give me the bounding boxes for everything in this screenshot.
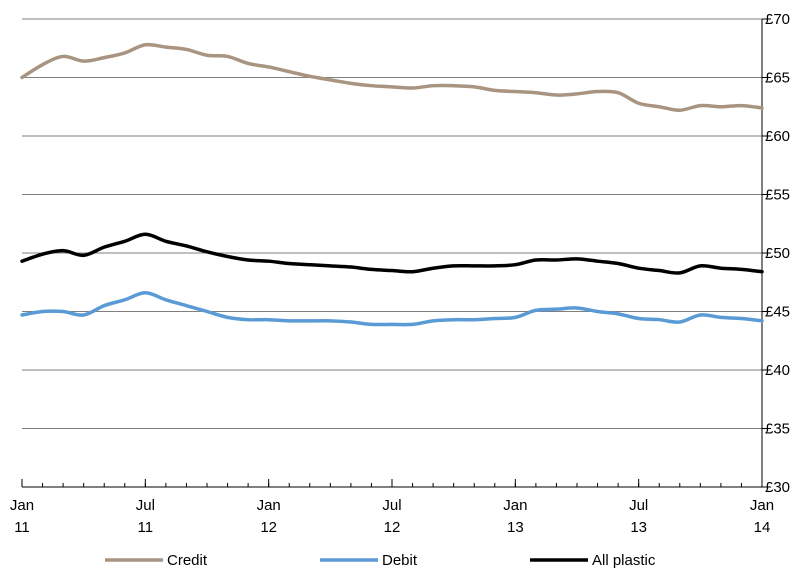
legend-item-debit: Debit bbox=[320, 552, 418, 569]
legend-label: Credit bbox=[167, 552, 208, 569]
y-tick-label: £60 bbox=[765, 128, 790, 145]
legend-item-credit: Credit bbox=[105, 552, 208, 569]
axes bbox=[21, 18, 767, 488]
y-tick-label: £55 bbox=[765, 187, 790, 204]
series-line-all-plastic bbox=[20, 232, 764, 275]
x-tick-label: Jul 12 bbox=[382, 497, 401, 536]
y-tick-label: £65 bbox=[765, 70, 790, 87]
series-line-credit bbox=[20, 42, 764, 113]
legend-label: All plastic bbox=[592, 552, 656, 569]
x-tick-label: Jan 11 bbox=[10, 497, 34, 536]
y-tick-label: £30 bbox=[765, 479, 790, 496]
x-tick-label: Jan 13 bbox=[503, 497, 527, 536]
legend: Credit Debit All plastic bbox=[105, 552, 656, 569]
x-tick-label: Jan 14 bbox=[750, 497, 774, 536]
y-tick-label: £45 bbox=[765, 304, 790, 321]
series-lines bbox=[20, 42, 764, 327]
gridlines bbox=[22, 18, 762, 429]
y-tick-labels: £30 £35 £40 £45 £50 £55 £60 £65 £70 bbox=[765, 11, 790, 496]
y-tick-label: £35 bbox=[765, 421, 790, 438]
x-tick-labels: Jan 11 Jul 11 Jan 12 Jul 12 Jan 13 Jul 13 Jan 14 bbox=[10, 497, 774, 536]
y-tick-label: £50 bbox=[765, 245, 790, 262]
x-tick-label: Jul 13 bbox=[629, 497, 648, 536]
legend-item-all-plastic: All plastic bbox=[530, 552, 656, 569]
y-tick-label: £70 bbox=[765, 11, 790, 28]
x-tick-label: Jan 12 bbox=[257, 497, 281, 536]
x-tick-label: Jul 11 bbox=[136, 497, 155, 536]
legend-label: Debit bbox=[382, 552, 418, 569]
y-tick-label: £40 bbox=[765, 362, 790, 379]
series-line-debit bbox=[20, 291, 764, 327]
